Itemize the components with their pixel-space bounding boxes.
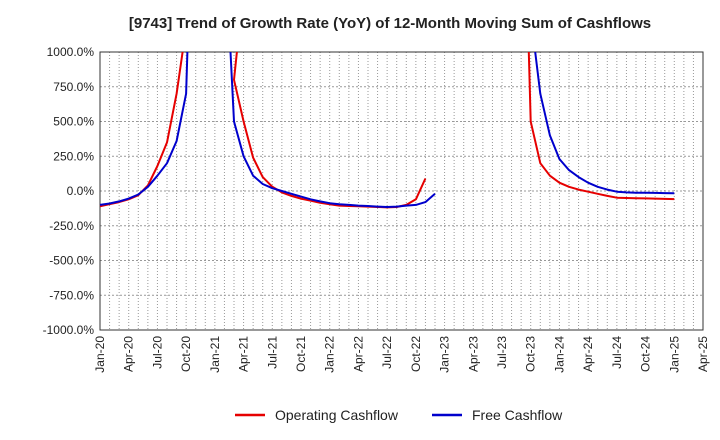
grid-layer <box>99 51 704 331</box>
x-tick-label: Apr-22 <box>351 336 365 372</box>
x-tick-label: Jan-23 <box>438 336 452 373</box>
free-cashflow-line <box>534 51 675 195</box>
operating-cashflow-line <box>527 51 675 201</box>
y-tick-label: -1000.0% <box>43 323 95 337</box>
y-tick-label: -500.0% <box>49 254 94 268</box>
x-tick-label: Apr-24 <box>581 336 595 372</box>
free-cashflow-line <box>99 51 189 206</box>
y-tick-label: 250.0% <box>53 149 94 163</box>
x-tick-label: Jan-24 <box>552 336 566 373</box>
x-tick-label: Apr-20 <box>122 336 136 372</box>
y-tick-label: 750.0% <box>53 80 94 94</box>
x-tick-label: Apr-21 <box>237 336 251 372</box>
x-tick-label: Oct-24 <box>639 336 653 372</box>
x-tick-label: Jul-22 <box>380 336 394 369</box>
axis-layer: 1000.0% 750.0% 500.0% 250.0% 0.0% -250.0% -500… <box>43 45 710 373</box>
x-tick-label: Oct-23 <box>524 336 538 372</box>
y-tick-label: -250.0% <box>49 219 94 233</box>
legend: Operating Cashflow Free Cashflow <box>235 407 563 423</box>
plot-frame <box>99 51 704 331</box>
x-tick-label: Apr-23 <box>466 336 480 372</box>
y-tick-label: 500.0% <box>53 115 94 129</box>
x-tick-label: Oct-21 <box>294 336 308 372</box>
legend-label-operating-cashflow: Operating Cashflow <box>275 407 399 423</box>
x-tick-label: Jul-20 <box>150 336 164 369</box>
y-tick-label: 0.0% <box>67 184 95 198</box>
x-tick-label: Jan-20 <box>93 336 107 373</box>
operating-cashflow-line <box>99 51 184 208</box>
x-tick-label: Jul-23 <box>495 336 509 369</box>
y-tick-label: 1000.0% <box>47 45 95 59</box>
y-tick-label: -750.0% <box>49 288 94 302</box>
free-cashflow-line <box>229 51 436 208</box>
series-free-cashflow <box>99 51 675 208</box>
x-tick-label: Jan-21 <box>208 336 222 373</box>
x-tick-label: Jan-22 <box>323 336 337 373</box>
x-tick-label: Jul-24 <box>610 336 624 369</box>
x-tick-label: Jul-21 <box>265 336 279 369</box>
x-tick-label: Oct-20 <box>179 336 193 372</box>
x-tick-label: Oct-22 <box>409 336 423 372</box>
x-tick-label: Apr-25 <box>696 336 710 372</box>
series-layer <box>99 51 675 209</box>
chart-title: [9743] Trend of Growth Rate (YoY) of 12-… <box>129 15 651 32</box>
x-tick-label: Jan-25 <box>667 336 681 373</box>
legend-label-free-cashflow: Free Cashflow <box>472 407 563 423</box>
